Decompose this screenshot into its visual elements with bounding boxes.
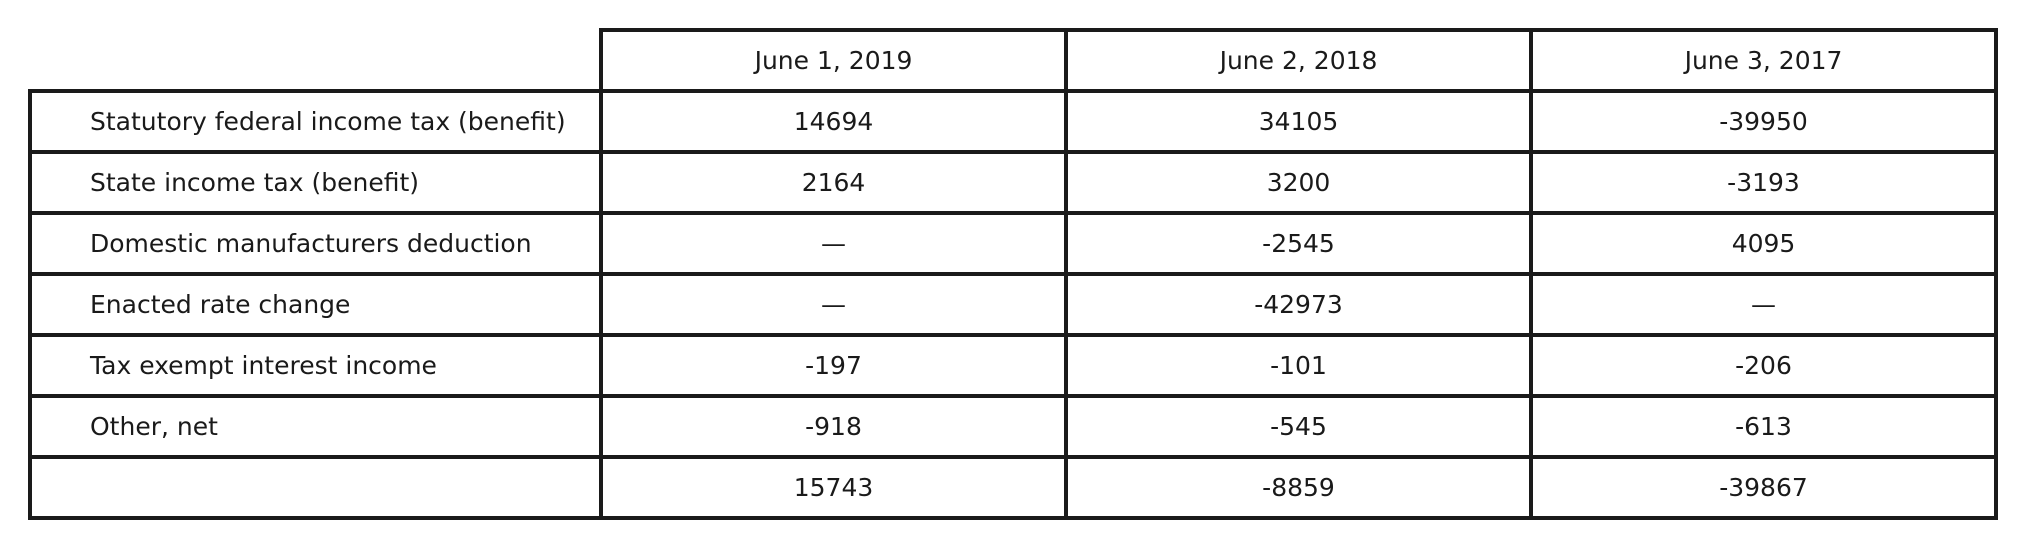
- row-label: Other, net: [28, 394, 603, 459]
- table-cell: 34105: [1064, 89, 1533, 154]
- table-cell: -8859: [1064, 455, 1533, 520]
- row-label: Enacted rate change: [28, 272, 603, 337]
- table-cell: -39950: [1529, 89, 1998, 154]
- table-cell: 4095: [1529, 211, 1998, 276]
- row-label: Domestic manufacturers deduction: [28, 211, 603, 276]
- table-cell: -206: [1529, 333, 1998, 398]
- table-cell: 15743: [599, 455, 1068, 520]
- row-label: State income tax (benefit): [28, 150, 603, 215]
- table-cell: -2545: [1064, 211, 1533, 276]
- table-cell: —: [599, 272, 1068, 337]
- row-label: Statutory federal income tax (benefit): [28, 89, 603, 154]
- column-header: June 1, 2019: [599, 28, 1068, 93]
- column-header: June 3, 2017: [1529, 28, 1998, 93]
- table-cell: -101: [1064, 333, 1533, 398]
- table-cell: -42973: [1064, 272, 1533, 337]
- table-cell: -197: [599, 333, 1068, 398]
- table-cell: -918: [599, 394, 1068, 459]
- table-cell: -545: [1064, 394, 1533, 459]
- table-cell: 3200: [1064, 150, 1533, 215]
- table-cell: -613: [1529, 394, 1998, 459]
- row-label: Tax exempt interest income: [28, 333, 603, 398]
- table-cell: -3193: [1529, 150, 1998, 215]
- row-label: [28, 455, 603, 520]
- table-cell: -39867: [1529, 455, 1998, 520]
- table-cell: —: [599, 211, 1068, 276]
- table-cell: 2164: [599, 150, 1068, 215]
- table-cell: —: [1529, 272, 1998, 337]
- column-header: June 2, 2018: [1064, 28, 1533, 93]
- table-cell: 14694: [599, 89, 1068, 154]
